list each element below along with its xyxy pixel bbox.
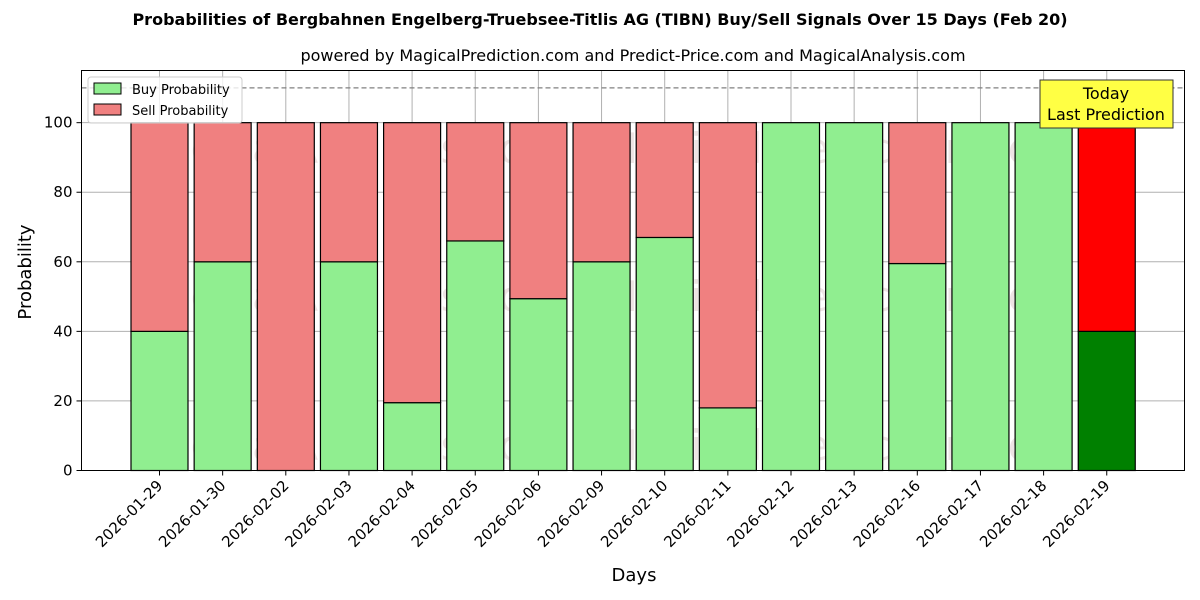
- buy-bar: [825, 122, 884, 472]
- x-tick-label: 2026-02-11: [660, 477, 734, 551]
- y-tick-label: 40: [53, 322, 72, 340]
- sell-bar: [1077, 122, 1136, 332]
- bar-group: [951, 122, 1010, 472]
- y-axis-label: Probability: [15, 224, 36, 319]
- chart-title: Probabilities of Bergbahnen Engelberg-Tr…: [132, 10, 1068, 29]
- sell-bar: [509, 122, 568, 300]
- buy-bar: [319, 261, 379, 472]
- bar-group: [446, 122, 505, 472]
- buy-bar: [130, 330, 189, 472]
- buy-bar: [635, 236, 694, 472]
- y-tick-label: 60: [53, 253, 72, 271]
- buy-bar: [193, 261, 252, 472]
- sell-bar: [572, 122, 631, 263]
- buy-bar: [509, 298, 568, 472]
- x-tick-label: 2026-02-16: [850, 477, 924, 551]
- plot-frame: [81, 70, 1185, 471]
- bar-group: [635, 122, 694, 472]
- annotation-line2: Last Prediction: [1047, 105, 1165, 124]
- x-tick-label: 2026-02-10: [597, 477, 671, 551]
- x-axis-label: Days: [612, 565, 657, 586]
- bar-group: [698, 122, 757, 472]
- sell-bar: [888, 122, 947, 265]
- bar-group: [193, 122, 252, 472]
- x-axis: 2026-01-292026-01-302026-02-022026-02-03…: [92, 470, 1114, 551]
- bar-group: [1014, 122, 1073, 472]
- sell-bar: [698, 122, 757, 409]
- sell-swatch-icon: [93, 103, 122, 116]
- sell-bar: [256, 122, 315, 472]
- y-tick-label: 0: [63, 462, 73, 480]
- annotation-line1: Today: [1082, 84, 1129, 103]
- bar-group: [509, 122, 568, 472]
- x-tick-label: 2026-02-13: [787, 477, 861, 551]
- y-axis: 0 20 40 60 80 100: [44, 114, 82, 480]
- annotation-box: [1039, 79, 1174, 129]
- bar-group: [888, 122, 947, 472]
- bar-group: [825, 122, 884, 472]
- x-tick-label: 2026-02-19: [1039, 477, 1113, 551]
- buy-bar: [698, 407, 757, 472]
- bar-group: [761, 122, 821, 472]
- buy-bar: [951, 122, 1010, 472]
- sell-bar: [319, 122, 379, 263]
- x-tick-label: 2026-02-06: [471, 477, 545, 551]
- legend-buy-label: Buy Probability: [132, 83, 230, 98]
- x-tick-label: 2026-02-18: [976, 477, 1050, 551]
- sell-bar: [446, 122, 505, 242]
- sell-bar: [193, 122, 252, 263]
- buy-swatch-icon: [93, 82, 122, 95]
- sell-bar: [383, 122, 442, 404]
- x-tick-label: 2026-01-29: [92, 477, 166, 551]
- buy-bar: [1077, 330, 1136, 472]
- x-tick-label: 2026-01-30: [155, 477, 229, 551]
- bar-group: [1077, 122, 1136, 472]
- bar-group: [319, 122, 379, 472]
- x-tick-label: 2026-02-17: [913, 477, 987, 551]
- bar-group: [572, 122, 631, 472]
- buy-bar: [761, 122, 821, 472]
- y-tick-label: 20: [53, 392, 72, 410]
- legend-sell-label: Sell Probability: [132, 104, 229, 119]
- bars: [130, 122, 1136, 472]
- buy-bar: [572, 261, 631, 472]
- bar-group: [130, 122, 189, 472]
- bar-group: [256, 122, 315, 472]
- x-tick-label: 2026-02-02: [218, 477, 292, 551]
- legend: Buy Probability Sell Probability: [87, 76, 243, 124]
- x-tick-label: 2026-02-09: [534, 477, 608, 551]
- bar-group: [383, 122, 442, 472]
- buy-bar: [1014, 122, 1073, 472]
- buy-bar: [446, 240, 505, 472]
- x-tick-label: 2026-02-12: [723, 477, 797, 551]
- sell-bar: [130, 122, 189, 332]
- today-annotation: Today Last Prediction: [1039, 79, 1174, 129]
- buy-bar: [888, 262, 947, 472]
- x-tick-label: 2026-02-05: [408, 477, 482, 551]
- chart-subtitle: powered by MagicalPrediction.com and Pre…: [300, 46, 966, 65]
- x-tick-label: 2026-02-04: [345, 477, 419, 551]
- y-tick-label: 80: [53, 183, 72, 201]
- buy-bar: [383, 402, 442, 472]
- legend-box: [87, 76, 243, 124]
- x-tick-label: 2026-02-03: [281, 477, 355, 551]
- y-tick-label: 100: [44, 114, 73, 132]
- sell-bar: [635, 122, 694, 239]
